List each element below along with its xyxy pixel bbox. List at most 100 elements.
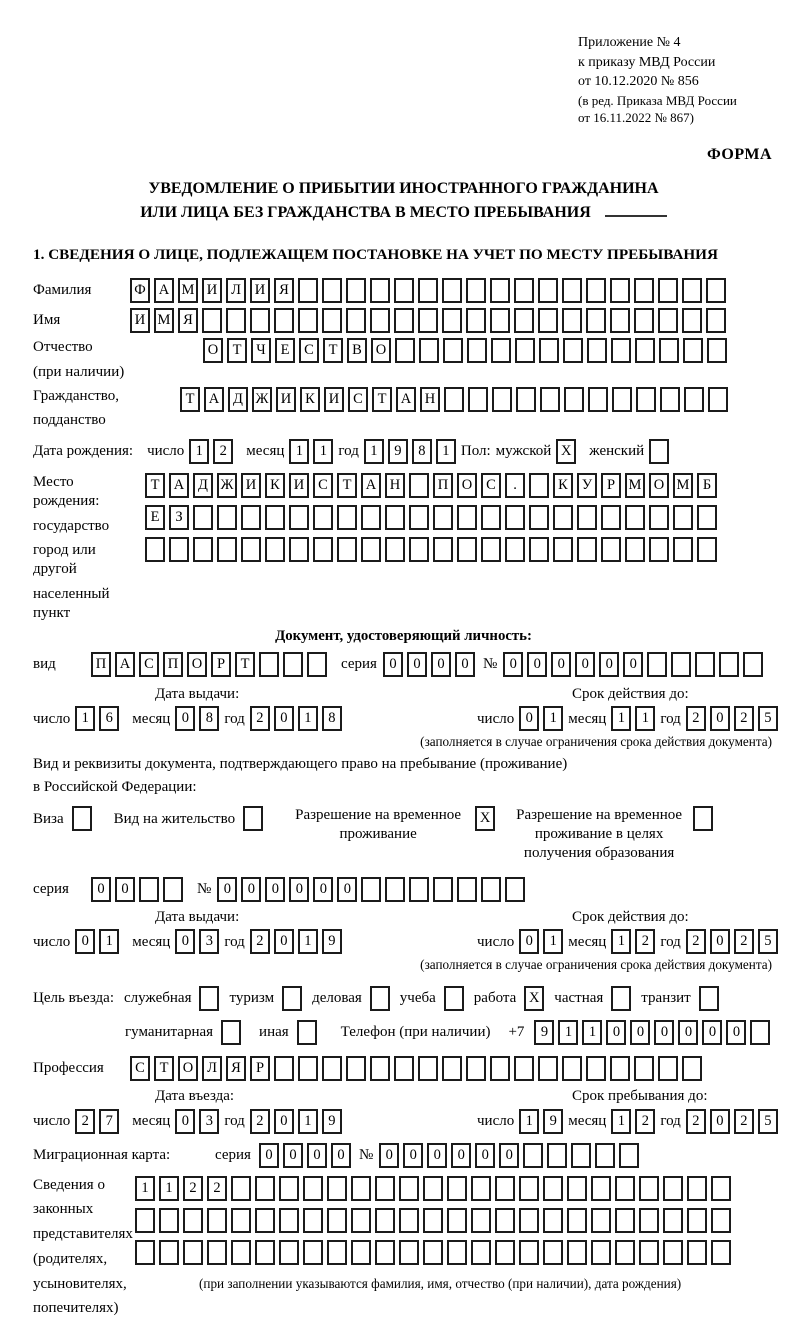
cell: 0 xyxy=(91,876,111,902)
cell xyxy=(707,338,727,363)
option-private-checkbox[interactable] xyxy=(611,985,632,1011)
entry-month-label: месяц xyxy=(132,1112,171,1129)
doc-valid-year-label: год xyxy=(660,710,681,727)
cell: 1 xyxy=(99,929,120,955)
cell: К xyxy=(300,386,320,412)
option-other-checkbox[interactable] xyxy=(296,1019,317,1045)
cell xyxy=(658,278,678,303)
cell xyxy=(706,278,726,303)
option-temp-residence-checkbox[interactable]: X xyxy=(475,806,496,832)
cell: В xyxy=(347,338,367,363)
option-humanitarian-checkbox[interactable] xyxy=(221,1019,242,1045)
option-transit-checkbox[interactable] xyxy=(698,985,719,1011)
cell: Е xyxy=(145,505,165,530)
cell: 0 xyxy=(709,929,730,955)
cell: 3 xyxy=(199,1108,220,1134)
gender-male-checkbox[interactable]: X xyxy=(556,439,577,464)
option-residence-permit-checkbox[interactable] xyxy=(243,806,264,832)
representatives-label-line4: (родителях, xyxy=(33,1250,108,1267)
cell xyxy=(351,1207,371,1233)
cell xyxy=(611,985,632,1011)
representatives-input-row2[interactable] xyxy=(135,1207,731,1233)
section-1-heading: 1. СВЕДЕНИЯ О ЛИЦЕ, ПОДЛЕЖАЩЕМ ПОСТАНОВК… xyxy=(33,246,718,263)
cell xyxy=(241,505,261,530)
cell xyxy=(409,876,430,902)
cell xyxy=(466,1055,486,1081)
option-visa-checkbox[interactable] xyxy=(71,806,92,832)
residence-issue-title: Дата выдачи: xyxy=(155,908,240,925)
cell xyxy=(591,1207,611,1233)
phone-label: Телефон (при наличии) xyxy=(340,1024,491,1041)
title-blank-underline xyxy=(604,205,667,217)
cell xyxy=(619,1142,640,1168)
gender-female-label: женский xyxy=(589,443,645,460)
doc-issue-month-label: месяц xyxy=(132,710,171,727)
birth-date-label: Дата рождения: xyxy=(33,443,134,460)
option-business-checkbox[interactable] xyxy=(369,985,390,1011)
cell xyxy=(159,1207,179,1233)
cell: 0 xyxy=(606,1019,627,1045)
cell xyxy=(399,1239,419,1265)
cell: 0 xyxy=(217,876,238,902)
cell: 0 xyxy=(709,1108,730,1134)
cell: О xyxy=(457,473,477,498)
cell xyxy=(457,505,477,530)
cell: 0 xyxy=(265,876,286,902)
option-work-checkbox[interactable]: X xyxy=(524,985,545,1011)
option-temp-residence-education-checkbox[interactable] xyxy=(693,806,714,832)
cell: 9 xyxy=(534,1019,555,1045)
cell xyxy=(444,386,464,412)
cell: 9 xyxy=(543,1108,564,1134)
entry-date-title: Дата въезда: xyxy=(155,1087,235,1104)
cell xyxy=(443,338,463,363)
gender-female-checkbox[interactable] xyxy=(649,439,670,464)
birth-place-input-row3[interactable] xyxy=(145,537,717,562)
option-tourism-checkbox[interactable] xyxy=(282,985,303,1011)
option-official-checkbox[interactable] xyxy=(199,985,220,1011)
cell: 1 xyxy=(582,1019,603,1045)
cell: X xyxy=(524,985,545,1011)
form-label: ФОРМА xyxy=(706,146,772,163)
option-study-checkbox[interactable] xyxy=(443,985,464,1011)
cell xyxy=(529,473,549,498)
representatives-input-row3[interactable] xyxy=(135,1239,731,1265)
cell xyxy=(481,505,501,530)
